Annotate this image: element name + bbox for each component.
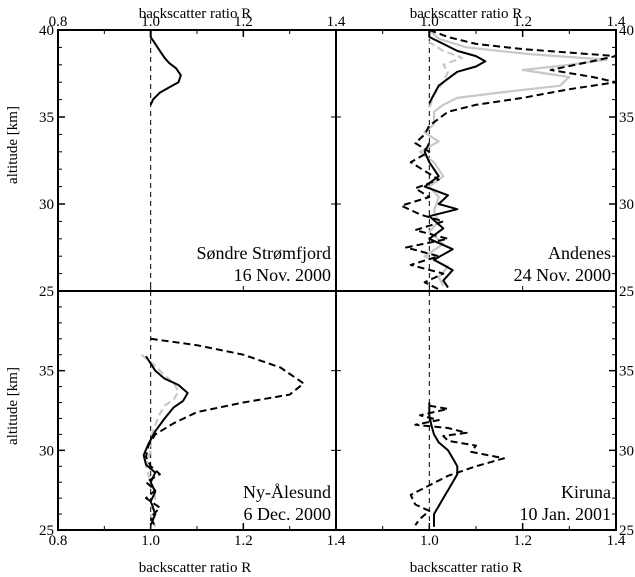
- x-tick-label-bottom: 1.2: [513, 533, 532, 549]
- x-axis-title-bottom-left: backscatter ratio R: [139, 560, 251, 576]
- series-dashed-bottom-left-2: [145, 337, 305, 528]
- y-tick-label-left: 30: [39, 197, 54, 213]
- x-tick-label-top: 1.4: [327, 14, 346, 30]
- y-tick-label-right: 40: [619, 23, 634, 39]
- y-tick-label-right: 30: [619, 443, 634, 459]
- series-solid-top-right-3: [423, 142, 459, 289]
- x-tick-label-bottom: 1.0: [141, 533, 160, 549]
- y-axis-title-top: altitude [km]: [5, 106, 21, 184]
- y-tick-label-right: 35: [619, 110, 634, 126]
- station-label-top-left: Søndre Strømfjord: [197, 243, 332, 263]
- y-tick-label-left: 25: [39, 523, 54, 539]
- series-dashed-grey-bottom-left-0: [140, 353, 180, 528]
- x-tick-label-top: 0.8: [49, 14, 68, 30]
- x-tick-label-top: 1.2: [513, 14, 532, 30]
- x-tick-label-bottom: 1.2: [234, 533, 253, 549]
- date-label-bottom-left: 6 Dec. 2000: [244, 504, 331, 524]
- x-axis-title-top-right: backscatter ratio R: [410, 6, 522, 22]
- station-label-bottom-left: Ny-Ålesund: [243, 482, 331, 502]
- date-label-top-left: 16 Nov. 2000: [234, 265, 331, 285]
- x-tick-label-top: 1.4: [607, 14, 626, 30]
- y-tick-label-left: 40: [39, 23, 54, 39]
- y-axis-title-bottom: altitude [km]: [5, 367, 21, 445]
- y-tick-label-left: 35: [39, 364, 54, 380]
- date-label-top-right: 24 Nov. 2000: [514, 265, 611, 285]
- series-solid-bottom-right-0: [428, 402, 459, 527]
- x-axis-title-top-left: backscatter ratio R: [139, 6, 251, 22]
- y-tick-label-left: 25: [39, 284, 54, 300]
- x-tick-label-top: 1.0: [420, 14, 439, 30]
- series-solid-bottom-left-1: [142, 355, 189, 526]
- x-tick-label-bottom: 1.4: [607, 533, 626, 549]
- y-tick-label-right: 25: [619, 523, 634, 539]
- y-tick-label-right: 35: [619, 364, 634, 380]
- y-tick-label-right: 25: [619, 284, 634, 300]
- x-axis-title-bottom-right: backscatter ratio R: [410, 560, 522, 576]
- series-solid-top-right-2: [428, 30, 487, 104]
- y-tick-label-left: 30: [39, 443, 54, 459]
- station-label-top-right: Andenes: [548, 243, 611, 263]
- x-tick-label-bottom: 1.4: [327, 533, 346, 549]
- series-dashed-bottom-right-1: [409, 404, 505, 526]
- station-label-bottom-right: Kiruna: [561, 482, 611, 502]
- series-dashed-grey-top-right-1: [428, 30, 464, 109]
- ticks-group: 0.8 0.8 1.0 1.0 1.2 1.2 1.4 1.4 1.0 1.0 1.2 1.2 1.4 1…: [39, 14, 634, 549]
- date-label-bottom-right: 10 Jan. 2001: [520, 504, 612, 524]
- y-tick-label-left: 35: [39, 110, 54, 126]
- y-tick-label-right: 30: [619, 197, 634, 213]
- series-solid-top-left-0: [149, 30, 182, 106]
- x-tick-label-bottom: 1.0: [420, 533, 439, 549]
- x-tick-label-top: 1.0: [141, 14, 160, 30]
- series-dashed-top-right-4: [400, 29, 617, 291]
- x-tick-label-bottom: 0.8: [49, 533, 68, 549]
- x-tick-label-top: 1.2: [234, 14, 253, 30]
